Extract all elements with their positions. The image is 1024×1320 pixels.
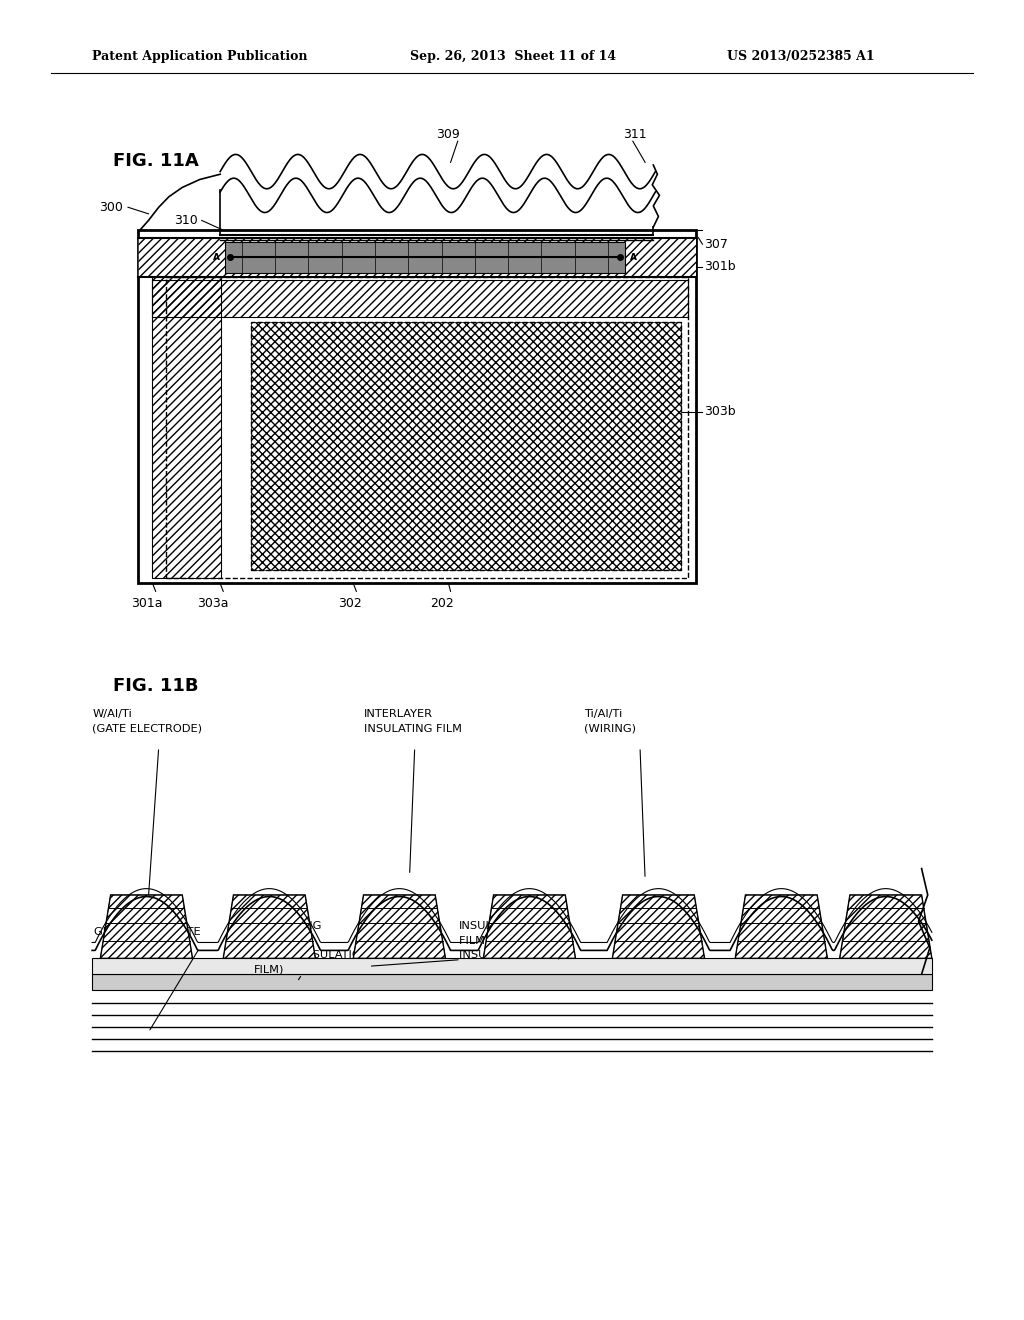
Bar: [152, 280, 688, 317]
Bar: [138, 230, 696, 583]
Polygon shape: [100, 895, 193, 958]
Text: FILM (GATE: FILM (GATE: [459, 935, 522, 945]
Bar: [152, 277, 221, 578]
Text: INSULATING FILM): INSULATING FILM): [459, 949, 561, 960]
Text: A: A: [213, 253, 220, 261]
Bar: [152, 280, 688, 317]
Polygon shape: [840, 895, 932, 958]
Bar: [251, 322, 681, 570]
Text: FIG. 11A: FIG. 11A: [113, 152, 199, 170]
Text: (GATE ELECTRODE): (GATE ELECTRODE): [92, 723, 202, 734]
Text: 310: 310: [174, 214, 198, 227]
Bar: [152, 277, 221, 578]
Polygon shape: [353, 895, 445, 958]
Text: 300: 300: [99, 201, 123, 214]
Text: US 2013/0252385 A1: US 2013/0252385 A1: [727, 50, 874, 63]
Text: 309: 309: [435, 128, 460, 141]
Bar: [166, 277, 688, 578]
Text: A': A': [630, 253, 640, 261]
Text: 303a: 303a: [197, 597, 228, 610]
Text: Sep. 26, 2013  Sheet 11 of 14: Sep. 26, 2013 Sheet 11 of 14: [410, 50, 615, 63]
Text: 303b: 303b: [705, 405, 736, 418]
Text: Patent Application Publication: Patent Application Publication: [92, 50, 307, 63]
Text: GLASS SUBSTRATE: GLASS SUBSTRATE: [94, 927, 201, 937]
Bar: [92, 974, 932, 990]
Text: FILM): FILM): [254, 964, 285, 974]
Text: INSULATING: INSULATING: [254, 920, 323, 931]
Text: W/Al/Ti: W/Al/Ti: [92, 709, 132, 719]
Bar: [92, 958, 932, 974]
Polygon shape: [612, 895, 705, 958]
Polygon shape: [483, 895, 575, 958]
Text: 301a: 301a: [131, 597, 163, 610]
Text: INTERLAYER: INTERLAYER: [364, 709, 432, 719]
Text: 202: 202: [430, 597, 454, 610]
Text: INSULATING FILM: INSULATING FILM: [364, 723, 462, 734]
Bar: [138, 238, 696, 277]
Polygon shape: [735, 895, 827, 958]
Polygon shape: [223, 895, 315, 958]
Text: INSULATING: INSULATING: [459, 920, 527, 931]
Text: (BASED INSULATION: (BASED INSULATION: [254, 949, 370, 960]
Text: 301b: 301b: [705, 260, 736, 273]
Text: 302: 302: [338, 597, 361, 610]
Text: 307: 307: [705, 238, 728, 251]
Text: (WIRING): (WIRING): [584, 723, 636, 734]
Text: 311: 311: [623, 128, 646, 141]
Bar: [225, 242, 625, 273]
Bar: [138, 238, 696, 277]
Text: Ti/Al/Ti: Ti/Al/Ti: [584, 709, 622, 719]
Bar: [251, 322, 681, 570]
Text: FIG. 11B: FIG. 11B: [113, 677, 198, 696]
Text: FILM: FILM: [254, 935, 280, 945]
